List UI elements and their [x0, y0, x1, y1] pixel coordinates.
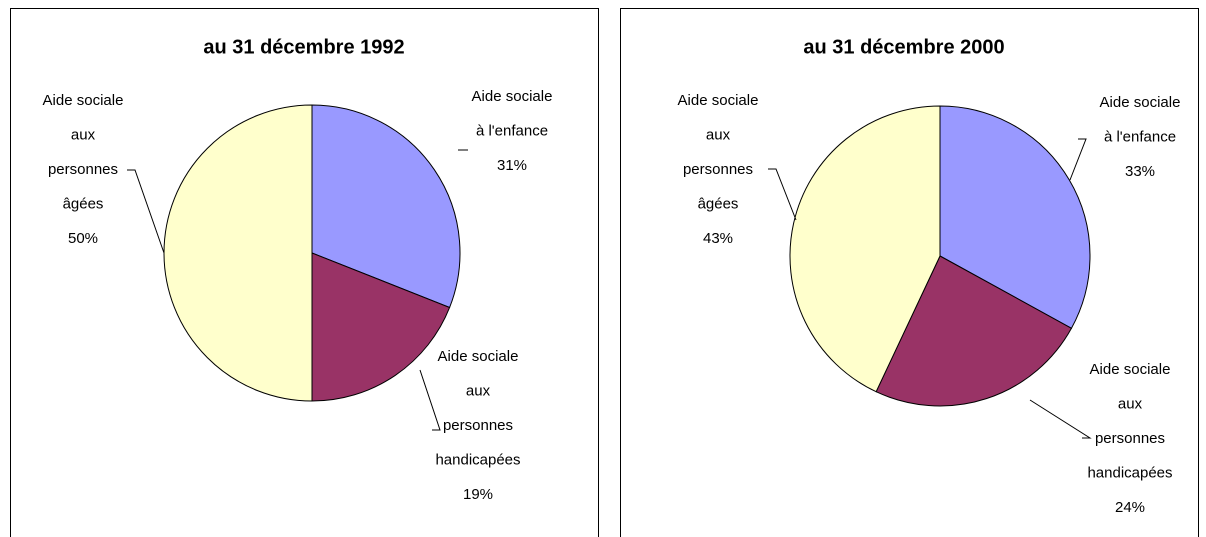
slice-label: à l'enfance: [476, 122, 548, 139]
pie-slice: [939, 105, 1091, 329]
slice-label: aux: [466, 382, 491, 399]
value-label: 24%: [1115, 499, 1145, 516]
slice-label: Aide sociale: [472, 88, 553, 105]
slice-label: handicapées: [435, 451, 520, 468]
slice-label: âgées: [698, 195, 739, 212]
value-label: 31%: [497, 157, 527, 174]
leader-line: [127, 169, 165, 254]
slice-label: aux: [1118, 395, 1143, 412]
pie-slice: [311, 104, 461, 309]
pie-slice: [875, 255, 1073, 407]
slice-label: personnes: [1095, 430, 1165, 447]
chart-title: au 31 décembre 2000: [803, 36, 1004, 58]
slice-label: Aide sociale: [438, 348, 519, 365]
chart-title: au 31 décembre 1992: [203, 36, 404, 58]
pie-chart: au 31 décembre 1992 Aide sociale à l'enfan…: [10, 8, 599, 537]
slice-label: personnes: [443, 417, 513, 434]
leader-line: [768, 168, 797, 221]
slice-label: aux: [71, 126, 96, 143]
leader-line: [419, 369, 441, 431]
pie-slice: [311, 252, 451, 402]
value-label: 50%: [68, 230, 98, 247]
leader-line: [1069, 138, 1087, 181]
slice-label: Aide sociale: [1100, 94, 1181, 111]
pie-chart: au 31 décembre 2000 Aide sociale à l'enfan…: [620, 8, 1199, 537]
pie-slice: [789, 105, 941, 393]
slice-label: personnes: [683, 161, 753, 178]
slice-label: Aide sociale: [1090, 361, 1171, 378]
slice-label: personnes: [48, 161, 118, 178]
slice-label: à l'enfance: [1104, 128, 1176, 145]
leader-line: [1029, 399, 1092, 439]
slice-label: âgées: [63, 195, 104, 212]
slice-label: Aide sociale: [678, 92, 759, 109]
slice-label: aux: [706, 126, 731, 143]
slice-label: handicapées: [1087, 464, 1172, 481]
value-label: 19%: [463, 486, 493, 503]
slice-label: Aide sociale: [43, 92, 124, 109]
value-label: 43%: [703, 230, 733, 247]
value-label: 33%: [1125, 163, 1155, 180]
